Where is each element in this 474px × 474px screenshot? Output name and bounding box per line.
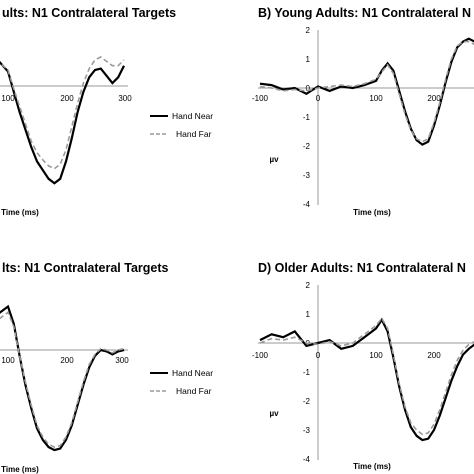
panel-b: B) Young Adults: N1 Contralateral N 2 1 … <box>252 6 474 217</box>
panel-c-title: lts: N1 Contralateral Targets <box>2 261 169 275</box>
panel-d-y-tick: -3 <box>303 426 311 435</box>
panel-c-series-hand-near <box>0 304 125 452</box>
panel-a-legend: Hand Near Hand Far <box>150 111 213 139</box>
panel-b-y-tick: 0 <box>306 84 311 93</box>
panel-b-x-label: Time (ms) <box>353 208 391 217</box>
panel-b-y-tick: 2 <box>306 26 311 35</box>
panel-b-series-hand-far <box>259 40 474 143</box>
panel-d-y-ticks: 2 1 0 -1 -2 -3 -4 <box>303 281 311 464</box>
panel-d-y-label: µv <box>269 409 279 418</box>
panel-b-x-tick: 0 <box>316 94 321 103</box>
panel-c-series-hand-far <box>0 311 125 448</box>
legend-hand-near-label: Hand Near <box>172 368 213 378</box>
panel-d-x-tick: 200 <box>427 351 441 360</box>
panel-b-x-ticks: -100 0 100 200 <box>252 94 441 103</box>
legend-hand-far-label: Hand Far <box>176 386 212 396</box>
panel-d-x-tick: 100 <box>369 351 383 360</box>
panel-b-x-tick: 100 <box>369 94 383 103</box>
legend-hand-near-label: Hand Near <box>172 111 213 121</box>
panel-d-series-hand-far <box>259 316 474 436</box>
panel-d-x-ticks: -100 0 100 200 <box>252 351 441 360</box>
panel-a: ults: N1 Contralateral Targets 100 200 3… <box>0 6 213 217</box>
panel-d-title: D) Older Adults: N1 Contralateral N <box>258 261 466 275</box>
panel-d-x-label: Time (ms) <box>353 462 391 471</box>
panel-c-x-tick: 200 <box>60 356 74 365</box>
panel-a-title: ults: N1 Contralateral Targets <box>2 6 176 20</box>
panel-c-legend: Hand Near Hand Far <box>150 368 213 396</box>
panel-b-y-tick: -2 <box>303 142 311 151</box>
panel-c-x-tick: 300 <box>115 356 129 365</box>
panel-b-y-tick: -3 <box>303 171 311 180</box>
legend-hand-far-label: Hand Far <box>176 129 212 139</box>
panel-a-x-tick: 100 <box>1 94 15 103</box>
panel-b-x-tick: -100 <box>252 94 269 103</box>
panel-d-y-tick: -2 <box>303 397 311 406</box>
panel-d-x-tick: -100 <box>252 351 269 360</box>
panel-a-series-hand-near <box>0 60 125 185</box>
panel-d-y-tick: 1 <box>306 310 311 319</box>
panel-d: D) Older Adults: N1 Contralateral N 2 1 … <box>252 261 474 471</box>
panel-d-y-tick: -4 <box>303 455 311 464</box>
panel-c-x-label: Time (ms) <box>1 465 39 474</box>
panel-d-y-tick: 2 <box>306 281 311 290</box>
panel-b-y-label: µv <box>269 155 279 164</box>
panel-c-x-tick: 100 <box>1 356 15 365</box>
panel-a-x-tick: 200 <box>60 94 74 103</box>
panel-b-title: B) Young Adults: N1 Contralateral N <box>258 6 471 20</box>
panel-c-x-ticks: 100 200 300 <box>1 356 129 365</box>
panel-d-series-hand-near <box>259 317 474 442</box>
panel-b-y-ticks: 2 1 0 -1 -2 -3 -4 <box>303 26 311 209</box>
panel-b-y-tick: -4 <box>303 200 311 209</box>
panel-b-y-tick: -1 <box>303 113 311 122</box>
panel-a-x-label: Time (ms) <box>1 208 39 217</box>
panel-b-y-tick: 1 <box>306 55 311 64</box>
panel-d-y-tick: -1 <box>303 368 311 377</box>
panel-a-x-tick: 300 <box>118 94 132 103</box>
panel-c: lts: N1 Contralateral Targets 100 200 30… <box>0 261 213 474</box>
panel-a-x-ticks: 100 200 300 <box>1 94 132 103</box>
panel-b-x-tick: 200 <box>427 94 441 103</box>
panel-b-series-hand-near <box>259 37 474 146</box>
panel-d-x-tick: 0 <box>316 351 321 360</box>
